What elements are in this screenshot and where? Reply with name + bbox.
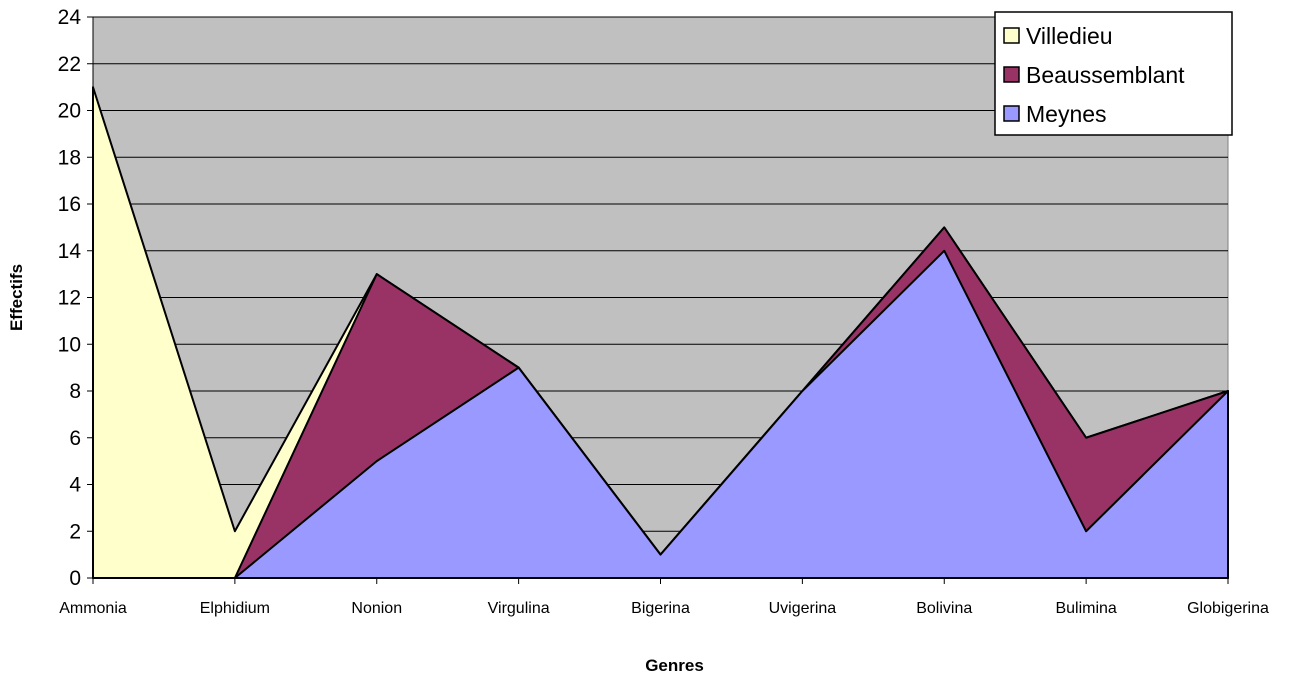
legend-swatch [1003,27,1020,44]
y-tick-label: 14 [58,240,82,263]
x-tick-label: Virgulina [488,600,550,617]
y-tick-label: 10 [58,333,81,356]
y-tick-label: 12 [58,287,81,310]
legend-label: Villedieu [1026,23,1113,49]
x-tick-label: Ammonia [59,600,127,617]
y-tick-label: 22 [58,53,81,76]
y-axis-title: Effectifs [7,264,26,331]
x-axis-title: Genres [645,656,704,675]
y-tick-label: 8 [69,380,81,403]
x-tick-label: Uvigerina [769,600,837,617]
x-tick-labels: Ammonia Elphidium Nonion Virgulina Bigerina U… [59,600,1269,617]
legend-swatch [1003,105,1020,122]
series-areas [92,86,1229,579]
y-tick-label: 4 [69,474,81,497]
legend-swatch [1003,66,1020,83]
axes [87,16,1229,584]
x-tick-label: Bulimina [1055,600,1116,617]
y-tick-label: 16 [58,193,81,216]
y-tick-label: 2 [69,520,81,543]
x-tick-label: Bigerina [631,600,690,617]
y-tick-label: 20 [58,100,81,123]
x-tick-label: Globigerina [1187,600,1269,617]
series-area-meynes [92,249,1229,579]
x-tick-label: Bolivina [916,600,972,617]
legend-label: Beaussemblant [1026,62,1185,88]
y-tick-label: 6 [69,427,81,450]
x-tick-label: Elphidium [200,600,270,617]
y-tick-label: 24 [58,6,82,29]
y-tick-label: 0 [69,567,81,590]
x-tick-label: Nonion [351,600,402,617]
y-tick-label: 18 [58,146,81,169]
legend-label: Meynes [1026,101,1107,127]
legend-box [994,11,1233,136]
legend: Villedieu Beaussemblant Meynes [994,11,1233,136]
